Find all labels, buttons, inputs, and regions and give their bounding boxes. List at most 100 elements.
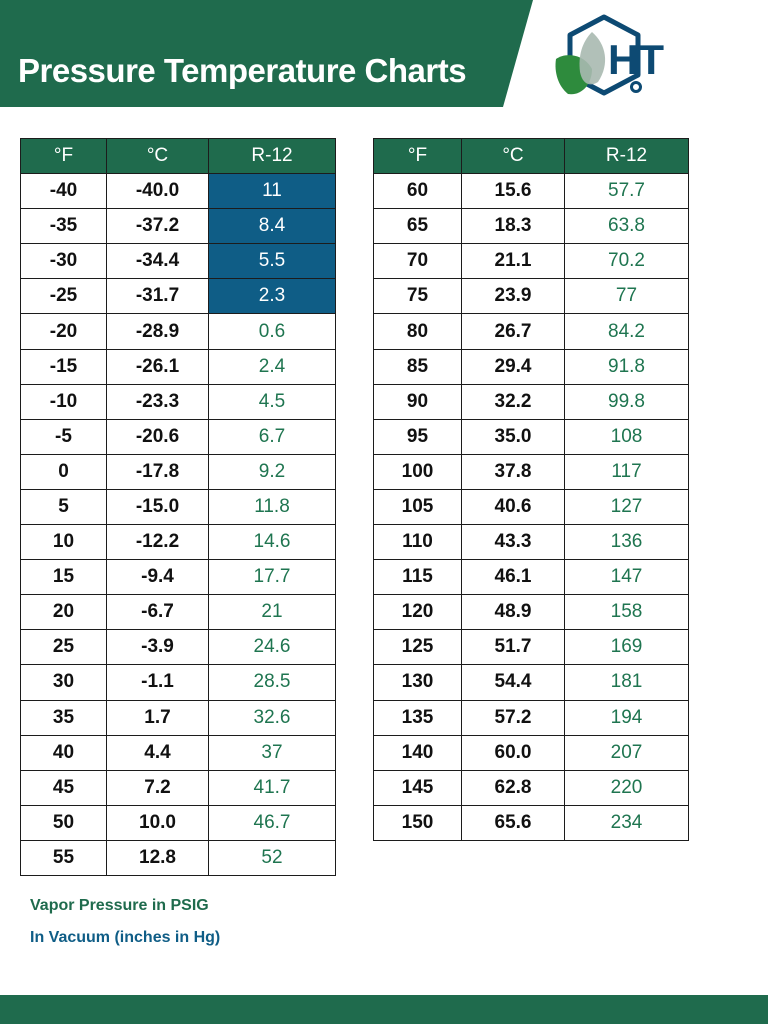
legend-vacuum: In Vacuum (inches in Hg) (30, 929, 221, 946)
table-row: 40 4.4 37 (20, 734, 336, 771)
cell-fahrenheit: 100 (373, 453, 462, 490)
cell-celsius: 15.6 (461, 173, 565, 210)
table-row: -15 -26.1 2.4 (20, 348, 336, 385)
cell-celsius: 1.7 (106, 699, 209, 736)
table-row: 100 37.8 117 (373, 453, 689, 490)
cell-fahrenheit: 45 (20, 769, 107, 806)
cell-pressure: 70.2 (564, 243, 689, 280)
cell-celsius: 54.4 (461, 664, 565, 701)
cell-pressure: 11 (208, 173, 336, 210)
cell-pressure: 57.7 (564, 173, 689, 210)
cell-fahrenheit: 90 (373, 383, 462, 420)
cell-fahrenheit: 25 (20, 629, 107, 666)
cell-fahrenheit: 120 (373, 594, 462, 631)
cell-celsius: -12.2 (106, 524, 209, 561)
table-row: 125 51.7 169 (373, 629, 689, 666)
cell-pressure: 108 (564, 418, 689, 455)
table-row: 45 7.2 41.7 (20, 769, 336, 806)
cell-fahrenheit: 105 (373, 488, 462, 526)
cell-pressure: 158 (564, 594, 689, 631)
cell-pressure: 77 (564, 278, 689, 315)
cell-pressure: 52 (208, 839, 336, 876)
cell-celsius: -28.9 (106, 313, 209, 350)
table-row: -5 -20.6 6.7 (20, 418, 336, 455)
cell-celsius: 10.0 (106, 804, 209, 841)
cell-celsius: -26.1 (106, 348, 209, 385)
cell-pressure: 117 (564, 453, 689, 490)
cell-pressure: 14.6 (208, 524, 336, 561)
table-row: 0 -17.8 9.2 (20, 453, 336, 490)
cell-celsius: 18.3 (461, 208, 565, 245)
table-row: 65 18.3 63.8 (373, 208, 689, 245)
cell-fahrenheit: 35 (20, 699, 107, 736)
cell-fahrenheit: 5 (20, 488, 107, 526)
cell-fahrenheit: -40 (20, 173, 107, 210)
cell-celsius: -31.7 (106, 278, 209, 315)
cell-celsius: 62.8 (461, 769, 565, 806)
cell-celsius: 29.4 (461, 348, 565, 385)
table-row: 5 -15.0 11.8 (20, 488, 336, 526)
cell-pressure: 220 (564, 769, 689, 806)
cell-pressure: 84.2 (564, 313, 689, 350)
header-fahrenheit: °F (20, 137, 107, 175)
table-row: 110 43.3 136 (373, 524, 689, 561)
cell-fahrenheit: 145 (373, 769, 462, 806)
cell-fahrenheit: -35 (20, 208, 107, 245)
footer-bar (0, 995, 768, 1024)
cell-celsius: -34.4 (106, 243, 209, 280)
cell-fahrenheit: 70 (373, 243, 462, 280)
pressure-table-left: °F °C R-12 -40 -40.0 11 -35 -37.2 8.4 -30 -34.4… (20, 137, 336, 876)
table-row: 80 26.7 84.2 (373, 313, 689, 350)
table-row: 90 32.2 99.8 (373, 383, 689, 420)
table-row: 75 23.9 77 (373, 278, 689, 315)
cell-fahrenheit: -30 (20, 243, 107, 280)
cell-fahrenheit: 60 (373, 173, 462, 210)
cell-celsius: -37.2 (106, 208, 209, 245)
table-row: 85 29.4 91.8 (373, 348, 689, 385)
table-row: -35 -37.2 8.4 (20, 208, 336, 245)
table-row: 115 46.1 147 (373, 559, 689, 596)
table-row: 20 -6.7 21 (20, 594, 336, 631)
cell-pressure: 37 (208, 734, 336, 771)
cell-celsius: 12.8 (106, 839, 209, 876)
cell-fahrenheit: 20 (20, 594, 107, 631)
table-row: 55 12.8 52 (20, 839, 336, 876)
cell-celsius: 51.7 (461, 629, 565, 666)
table-row: 120 48.9 158 (373, 594, 689, 631)
cell-fahrenheit: -10 (20, 383, 107, 420)
table-row: 130 54.4 181 (373, 664, 689, 701)
cell-fahrenheit: 75 (373, 278, 462, 315)
cell-fahrenheit: -25 (20, 278, 107, 315)
table-row: 50 10.0 46.7 (20, 804, 336, 841)
cell-pressure: 21 (208, 594, 336, 631)
cell-fahrenheit: 0 (20, 453, 107, 490)
table-row: -30 -34.4 5.5 (20, 243, 336, 280)
table-row: 70 21.1 70.2 (373, 243, 689, 280)
cell-fahrenheit: 125 (373, 629, 462, 666)
cell-celsius: 43.3 (461, 524, 565, 561)
cell-pressure: 136 (564, 524, 689, 561)
cell-fahrenheit: 40 (20, 734, 107, 771)
cell-pressure: 194 (564, 699, 689, 736)
cell-fahrenheit: 110 (373, 524, 462, 561)
table-row: 105 40.6 127 (373, 488, 689, 526)
cell-fahrenheit: 10 (20, 524, 107, 561)
table-row: -20 -28.9 0.6 (20, 313, 336, 350)
cell-pressure: 6.7 (208, 418, 336, 455)
table-row: 35 1.7 32.6 (20, 699, 336, 736)
table-row: -40 -40.0 11 (20, 173, 336, 210)
cell-fahrenheit: 130 (373, 664, 462, 701)
cell-celsius: 46.1 (461, 559, 565, 596)
cell-fahrenheit: -15 (20, 348, 107, 385)
cell-celsius: 40.6 (461, 488, 565, 526)
cell-pressure: 2.3 (208, 278, 336, 315)
cell-celsius: -9.4 (106, 559, 209, 596)
cell-fahrenheit: 150 (373, 804, 462, 841)
cell-celsius: 32.2 (461, 383, 565, 420)
cell-pressure: 63.8 (564, 208, 689, 245)
cell-celsius: 60.0 (461, 734, 565, 771)
table-row: 30 -1.1 28.5 (20, 664, 336, 701)
table-row: 25 -3.9 24.6 (20, 629, 336, 666)
cell-pressure: 0.6 (208, 313, 336, 350)
cell-pressure: 32.6 (208, 699, 336, 736)
